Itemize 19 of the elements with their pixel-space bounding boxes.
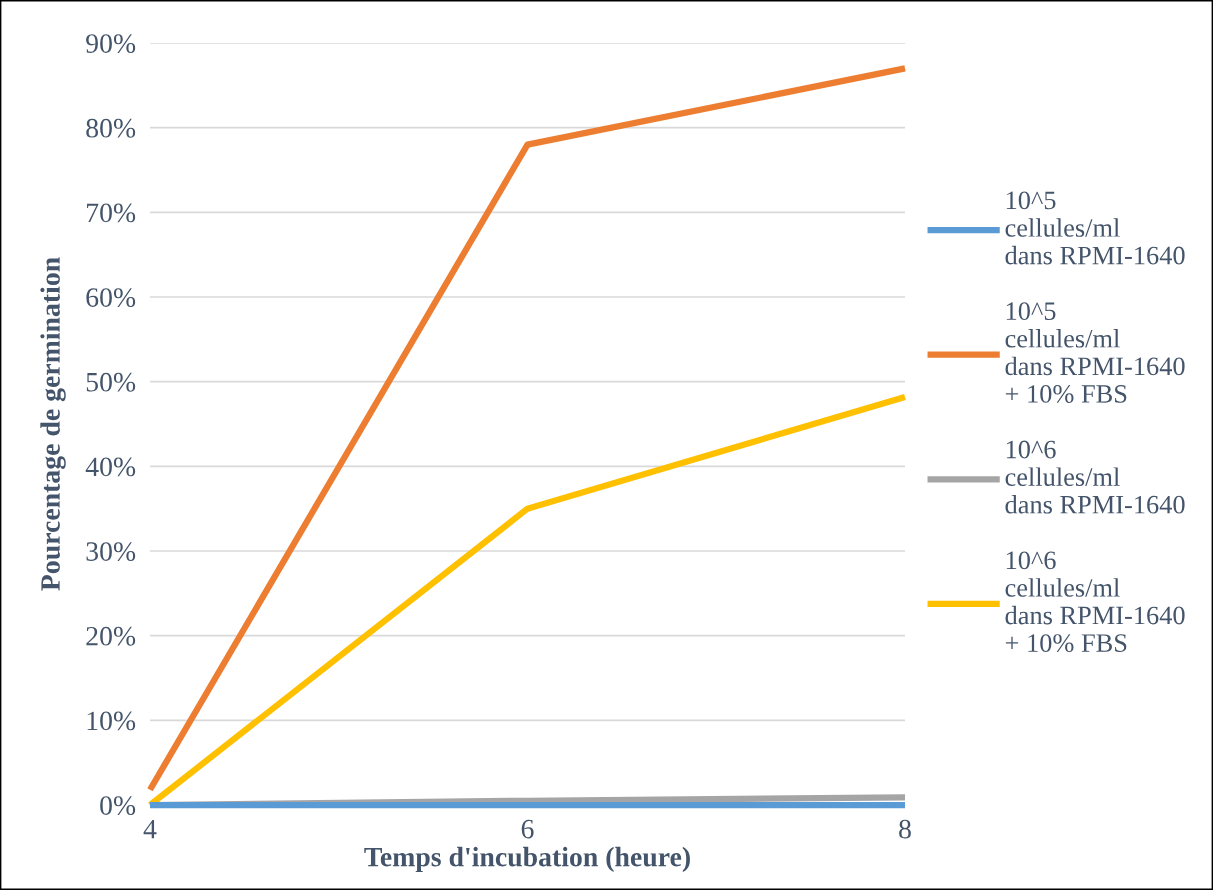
y-tick-label: 90%: [86, 34, 136, 53]
y-axis-title: Pourcentage de germination: [40, 257, 66, 591]
y-tick-label: 60%: [86, 288, 136, 307]
y-tick-label: 70%: [87, 203, 136, 223]
y-tick-label: 0%: [100, 796, 136, 815]
legend-label: 10^5 cellules/ml dans RPMI-1640 + 10% FBS: [1005, 302, 1185, 403]
y-tick-label: 10%: [87, 711, 136, 731]
y-tick-label: 80%: [86, 118, 136, 138]
y-tick-label: 50%: [86, 372, 136, 392]
x-tick-label: 8: [899, 819, 911, 839]
legend-label: 10^6 cellules/ml dans RPMI-1640 + 10% FBS: [1005, 551, 1185, 653]
legend-label: 10^6 cellules/ml dans RPMI-1640: [1005, 440, 1185, 514]
y-tick-label: 20%: [86, 626, 136, 646]
y-tick-label: 40%: [85, 457, 136, 477]
x-tick-label: 6: [521, 819, 534, 839]
y-tick-label: 30%: [86, 542, 136, 561]
x-tick-label: 4: [143, 819, 157, 839]
legend-label: 10^5 cellules/ml dans RPMI-1640: [1005, 191, 1185, 265]
x-axis-title: Temps d'incubation (heure): [364, 846, 690, 873]
